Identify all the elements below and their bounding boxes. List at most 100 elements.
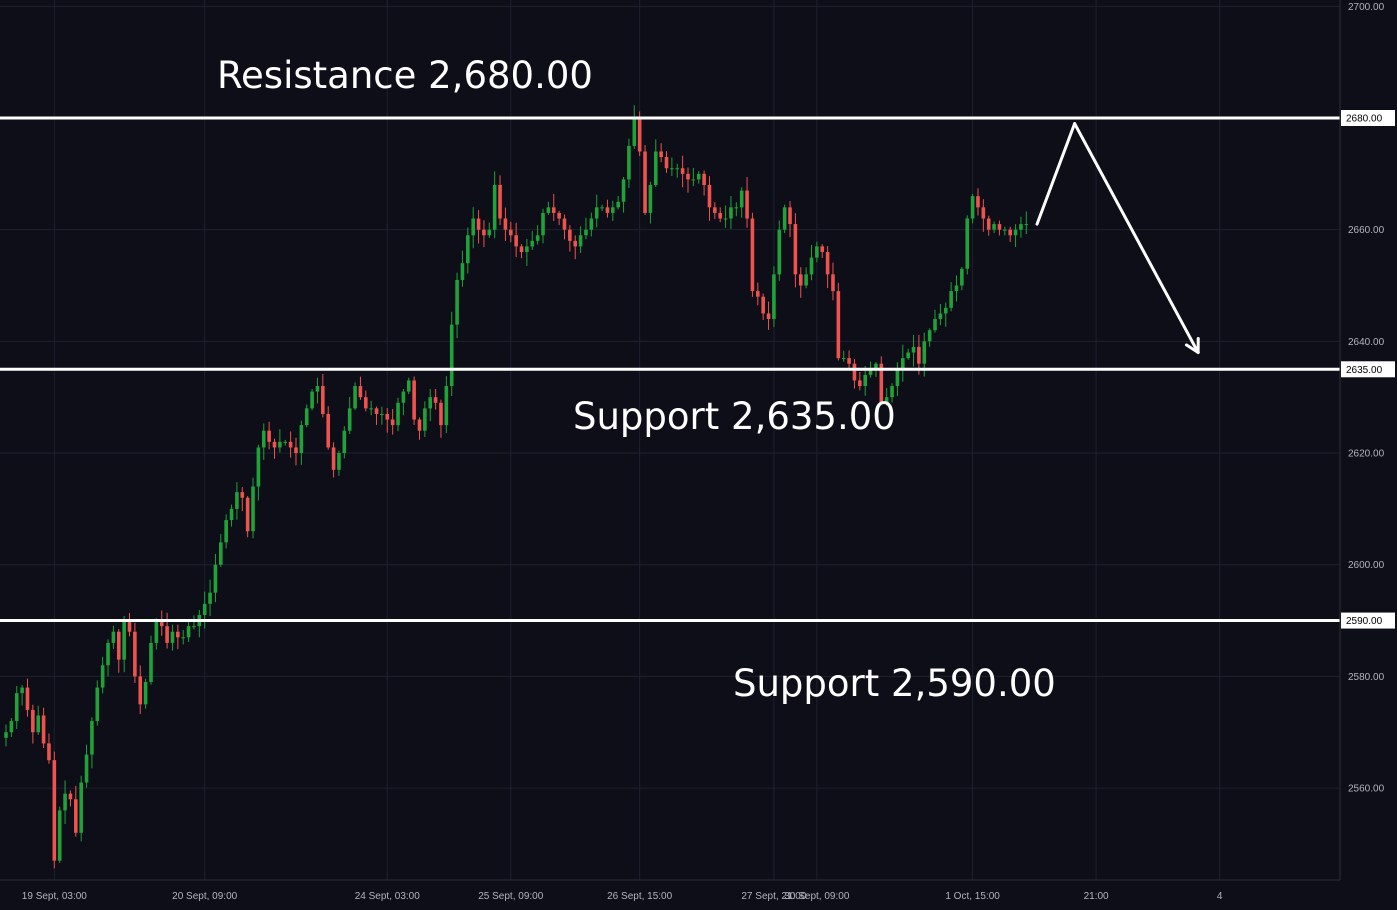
candle-body — [616, 201, 620, 208]
candle-body — [272, 441, 277, 448]
candle-body — [466, 235, 470, 264]
candle-body — [374, 408, 379, 414]
candle-body — [417, 419, 422, 431]
candle-body — [788, 207, 792, 225]
candle-body — [455, 279, 459, 325]
support-annotation-2590: Support 2,590.00 — [733, 662, 1056, 705]
candle-body — [917, 346, 921, 364]
candle-body — [637, 118, 642, 152]
candle-body — [772, 274, 776, 320]
candle-body — [240, 492, 245, 498]
candle-body — [342, 430, 347, 454]
candle-body — [304, 408, 309, 426]
level-price-label: 2680.00 — [1346, 114, 1383, 125]
x-tick-label: 25 Sept, 09:00 — [478, 891, 543, 902]
candle-body — [487, 229, 492, 236]
projection-segment — [1073, 122, 1200, 355]
candle-body — [138, 676, 143, 705]
price-levels — [0, 116, 1340, 623]
candle-body — [363, 397, 368, 409]
candle-body — [546, 207, 551, 213]
candle-body — [294, 447, 298, 454]
x-tick-label: 20 Sept, 09:00 — [172, 891, 237, 902]
candle-body — [229, 508, 234, 521]
candle-body — [326, 413, 330, 448]
candle-body — [444, 386, 449, 426]
candle-body — [670, 168, 674, 170]
candle-body — [825, 252, 830, 275]
candle-body — [47, 743, 51, 761]
support-annotation-2635: Support 2,635.00 — [573, 395, 896, 438]
x-tick-label: 27 Sept, 21:00 — [741, 891, 806, 902]
candle-body — [492, 185, 497, 230]
candle-body — [154, 620, 159, 643]
candle-body — [213, 564, 218, 593]
candle-body — [503, 218, 508, 230]
candle-body — [568, 229, 572, 241]
x-tick-label: 19 Sept, 03:00 — [22, 891, 87, 902]
candle-body — [809, 257, 814, 275]
candle-body — [643, 151, 647, 213]
candle-body — [4, 732, 8, 738]
candle-body — [514, 235, 518, 247]
candle-body — [858, 380, 862, 387]
level-price-tag — [1341, 110, 1395, 126]
candle-body — [170, 631, 175, 643]
y-tick-label: 2600.00 — [1348, 560, 1385, 571]
candle-body — [933, 319, 937, 331]
candle-body — [551, 207, 556, 213]
candle-body — [782, 207, 787, 230]
candle-body — [750, 218, 755, 292]
candle-body — [890, 386, 894, 398]
candle-body — [127, 620, 132, 632]
candle-body — [884, 397, 889, 403]
candle-body — [299, 425, 304, 454]
candle-body — [734, 207, 739, 209]
candle-body — [159, 620, 164, 627]
candle-body — [176, 631, 180, 638]
candle-body — [675, 168, 680, 170]
x-tick-label: 30 Sept, 09:00 — [784, 891, 849, 902]
candle-body — [895, 369, 900, 387]
candle-body — [777, 229, 782, 275]
candle-body — [627, 145, 631, 180]
candle-body — [90, 721, 94, 755]
candle-body — [498, 185, 502, 219]
candle-body — [605, 207, 610, 213]
candle-body — [224, 520, 228, 543]
candle-body — [798, 274, 803, 286]
candle-body — [278, 441, 282, 448]
candle-body — [245, 497, 250, 532]
candle-body — [369, 408, 373, 410]
candle-body — [460, 263, 465, 280]
candle-body — [868, 369, 873, 375]
candle-body — [358, 386, 363, 398]
resistance-annotation: Resistance 2,680.00 — [217, 54, 593, 97]
candle-body — [256, 447, 261, 487]
level-price-label: 2590.00 — [1346, 616, 1383, 627]
candle-body — [943, 307, 948, 314]
candle-body — [261, 430, 266, 448]
candle-body — [31, 709, 35, 733]
candle-body — [57, 810, 62, 861]
candle-body — [686, 173, 690, 180]
candle-body — [986, 218, 991, 230]
candle-body — [535, 235, 540, 241]
candle-body — [52, 760, 57, 861]
candle-body — [1019, 224, 1023, 230]
candle-body — [41, 715, 46, 744]
candle-body — [847, 358, 851, 364]
candle-body — [202, 603, 207, 615]
candle-body — [562, 218, 567, 230]
candle-body — [600, 207, 604, 209]
candle-body — [707, 185, 712, 208]
candle-body — [423, 408, 427, 431]
candle-body — [584, 229, 588, 236]
candle-body — [181, 637, 186, 639]
y-tick-label: 2560.00 — [1348, 784, 1385, 795]
candle-body — [713, 207, 717, 213]
candle-body — [433, 397, 438, 403]
